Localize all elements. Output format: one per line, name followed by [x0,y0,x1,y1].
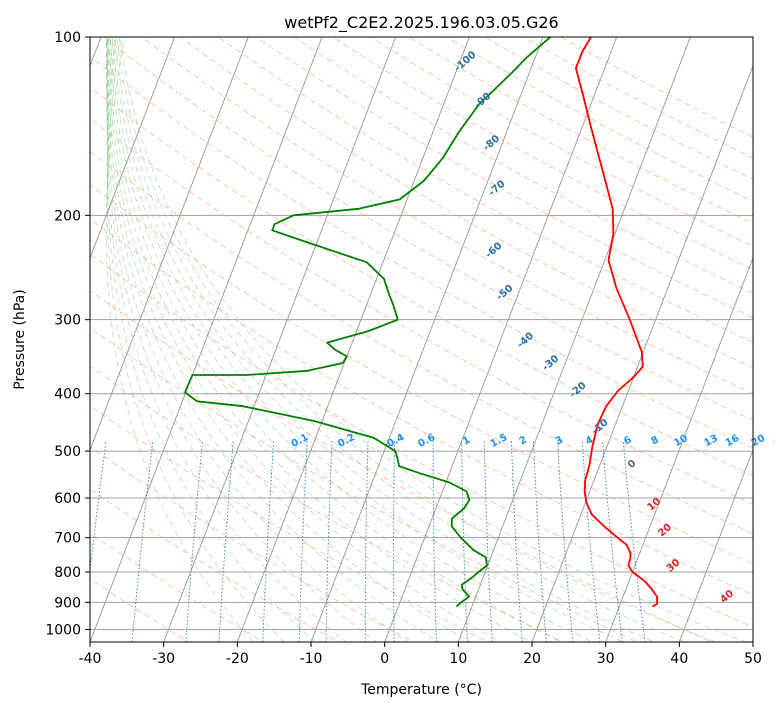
dry-adiabat-line [90,86,753,477]
dry-adiabat-line [90,184,753,565]
dry-adiabat-line [90,55,753,449]
dry-adiabat-line [90,488,340,642]
y-tick-label: 1000 [45,622,81,638]
mixing-ratio-label: 2 [518,435,529,448]
isotherm-line [90,37,176,260]
moist-adiabat-line [105,37,254,642]
dry-adiabat-line [90,532,265,642]
isotherm-line [163,37,397,642]
dry-adiabat-line [293,37,753,294]
moist-adiabat-line [106,37,533,642]
plot-frame [89,36,754,643]
mixing-ratio-line [533,440,547,642]
x-axis-label: Temperature (°C) [360,682,482,698]
dewpoint-profile-line [184,37,551,608]
mixing-ratio-line [325,440,333,642]
y-axis-label: Pressure (hPa) [12,289,28,389]
y-tick-label: 900 [54,595,81,611]
mixing-ratio-line [218,440,234,642]
mixing-ratio-line [298,440,308,642]
mixing-ratio-line [511,440,523,642]
isotherm-line [90,37,249,452]
mixing-ratio-line [581,440,601,642]
temperature-profile-line [575,37,659,608]
mixing-ratio-label: 1 [461,435,472,448]
dry-adiabat-line [179,37,753,369]
dry-adiabat-line [90,253,753,628]
isotherm-line [236,37,470,642]
x-tick-label: 50 [744,651,762,667]
dry-adiabat-line [90,578,190,642]
y-tick-label: 600 [54,491,81,507]
x-tick-label: 30 [597,651,615,667]
chart-title: wetPf2_C2E2.2025.196.03.05.G26 [284,13,558,33]
mixing-ratio-label: 8 [649,435,660,448]
dry-adiabat-line [90,327,639,642]
mixing-ratio-line [262,440,275,642]
y-tick-label: 200 [54,208,81,224]
mixing-ratio-label: 4 [584,435,595,448]
mixing-ratio-line [364,440,369,642]
x-tick-label: 40 [670,651,688,667]
x-tick-label: -10 [300,651,323,667]
x-tick-label: -30 [152,651,175,667]
isotherm-line [678,448,753,642]
moist-adiabat-line [111,37,656,642]
y-tick-label: 400 [54,387,81,403]
dry-adiabat-line [90,289,713,642]
y-tick-label: 700 [54,531,81,547]
moist-adiabat-line [105,37,471,642]
mixing-ratio-line [432,440,437,642]
moist-adiabat-line [116,37,717,642]
x-tick-label: -20 [226,651,249,667]
moist-adiabat-line [106,37,440,642]
isotherm-line [384,37,618,642]
dry-adiabat-line [90,365,564,642]
mixing-ratio-label: 6 [622,435,633,448]
moist-adiabat-line [113,37,687,642]
dry-adiabat-line [90,446,414,642]
dry-adiabat-line [255,37,753,319]
moist-adiabat-line [106,37,563,642]
mixing-ratio-line [90,440,107,575]
moist-adiabat-line [106,37,409,642]
mixing-ratio-line [131,440,154,642]
isotherm-line [310,37,544,642]
x-tick-label: 10 [449,651,467,667]
isotherm-line [457,37,691,642]
dry-adiabat-line [140,37,753,395]
plot-background [90,37,753,642]
moist-adiabat-line [109,37,625,642]
moist-adiabat-line [118,37,748,642]
dry-adiabat-line [90,150,753,535]
mixing-ratio-line [461,440,469,642]
isotherm-line [90,37,323,642]
mixing-ratio-line [483,440,493,642]
isotherm-line [531,64,753,642]
x-tick-label: 20 [523,651,541,667]
y-tick-label: 100 [54,30,81,46]
isotherm-line [605,256,753,642]
x-tick-label: 0 [380,651,389,667]
y-tick-label: 300 [54,313,81,329]
mixing-ratio-line [185,440,204,642]
moist-adiabat-line [106,37,285,642]
dry-adiabat-line [90,118,753,505]
mixing-ratio-line [557,440,574,642]
mixing-ratio-label: 25 [773,433,775,449]
mixing-ratio-line [602,440,623,642]
y-tick-label: 800 [54,565,81,581]
moist-adiabat-line [106,37,347,642]
x-tick-label: -40 [79,651,102,667]
y-tick-label: 500 [54,444,81,460]
mixing-ratio-label: 3 [554,435,565,448]
isotherm-line [752,640,753,642]
mixing-ratio-line [622,440,646,642]
moist-adiabat-line [106,37,502,642]
moist-adiabat-line [106,37,316,642]
dry-adiabat-line [90,405,489,642]
mixing-ratio-line [393,440,395,642]
